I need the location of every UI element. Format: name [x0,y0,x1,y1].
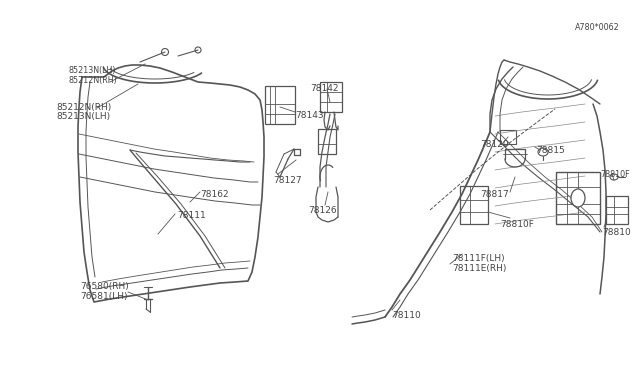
Circle shape [195,47,201,53]
Text: 78162: 78162 [200,189,228,199]
Ellipse shape [538,148,548,156]
Text: 78111: 78111 [177,211,205,219]
FancyBboxPatch shape [318,129,336,154]
Text: 78817: 78817 [480,189,509,199]
Text: 85213N(LH): 85213N(LH) [56,112,110,121]
Text: 78110: 78110 [392,311,420,320]
Text: 85213N(LH): 85213N(LH) [68,65,115,74]
Ellipse shape [610,174,618,180]
Text: 78815: 78815 [536,145,564,154]
FancyBboxPatch shape [606,196,628,224]
Text: 78120: 78120 [480,140,509,148]
Text: A780*0062: A780*0062 [575,22,620,32]
FancyBboxPatch shape [265,86,295,124]
Circle shape [161,48,168,55]
Text: 78810F: 78810F [600,170,630,179]
Text: 78111F(LH): 78111F(LH) [452,254,504,263]
Text: 78142: 78142 [310,83,339,93]
FancyBboxPatch shape [460,186,488,224]
Text: 76580(RH): 76580(RH) [80,282,129,292]
Text: 78126: 78126 [308,205,337,215]
Text: 78111E(RH): 78111E(RH) [452,264,506,273]
Text: 78810: 78810 [602,228,631,237]
Text: 85212N(RH): 85212N(RH) [68,76,116,84]
Text: 78127: 78127 [273,176,301,185]
Text: 78810F: 78810F [500,219,534,228]
FancyBboxPatch shape [556,172,600,224]
FancyBboxPatch shape [500,130,516,144]
FancyBboxPatch shape [320,82,342,112]
Text: 76581(LH): 76581(LH) [80,292,127,301]
Text: 78143: 78143 [295,110,324,119]
Text: 85212N(RH): 85212N(RH) [56,103,111,112]
Ellipse shape [571,189,585,207]
